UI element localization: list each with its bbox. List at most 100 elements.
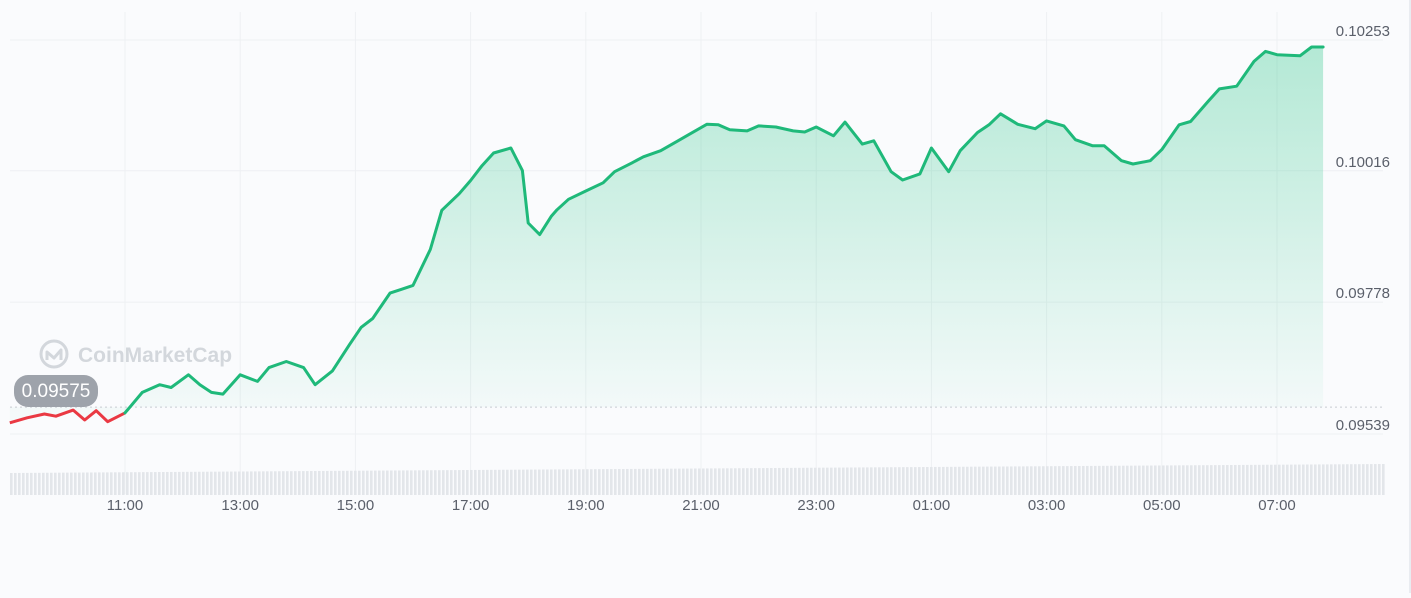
volume-bar (30, 472, 33, 495)
volume-bar (54, 472, 57, 495)
volume-bar (582, 469, 585, 495)
volume-bar (190, 471, 193, 495)
volume-bar (874, 467, 877, 495)
volume-bar (758, 468, 761, 495)
volume-bar (922, 467, 925, 495)
volume-bar (1010, 466, 1013, 495)
volume-bar (638, 468, 641, 495)
current-price-bubble: 0.09575 (14, 375, 98, 407)
volume-bar (1234, 464, 1237, 495)
volume-bar (1290, 464, 1293, 495)
volume-bar (1266, 464, 1269, 495)
volume-bar (810, 467, 813, 495)
volume-bar (1246, 464, 1249, 495)
volume-bar (310, 471, 313, 495)
volume-bar (1306, 464, 1309, 495)
volume-bar (754, 468, 757, 495)
volume-bar (1074, 466, 1077, 495)
volume-bar (158, 472, 161, 495)
volume-bar (498, 469, 501, 495)
volume-bar (978, 466, 981, 495)
volume-bar (782, 467, 785, 495)
price-area-fill (9, 47, 1324, 423)
volume-bar (1342, 464, 1345, 495)
volume-bar (442, 470, 445, 495)
volume-bar (670, 468, 673, 495)
volume-bar (654, 468, 657, 495)
volume-bar (218, 471, 221, 495)
volume-bar (314, 471, 317, 495)
volume-bar (446, 470, 449, 495)
volume-bar (86, 472, 89, 495)
y-tick-label: 0.10253 (1336, 23, 1390, 40)
volume-bar (1218, 465, 1221, 495)
volume-bar (630, 468, 633, 495)
x-tick-label: 07:00 (1258, 497, 1296, 514)
volume-bar (622, 468, 625, 495)
volume-bar (686, 468, 689, 495)
volume-bar (722, 468, 725, 495)
volume-bar (974, 466, 977, 495)
volume-bar (1018, 466, 1021, 495)
volume-bar (770, 468, 773, 495)
volume-bar (1298, 464, 1301, 495)
volume-bar (1226, 465, 1229, 495)
volume-bar (406, 470, 409, 495)
volume-bar (1030, 466, 1033, 495)
x-tick-label: 13:00 (221, 497, 259, 514)
volume-bar (766, 468, 769, 495)
volume-bar (1034, 466, 1037, 495)
volume-bar (390, 470, 393, 495)
volume-bar (142, 472, 145, 495)
volume-bar (942, 466, 945, 495)
volume-bar (1206, 465, 1209, 495)
volume-bar (70, 472, 73, 495)
volume-bar (1082, 465, 1085, 495)
volume-bar (346, 470, 349, 495)
volume-bar (162, 472, 165, 495)
volume-bar (850, 467, 853, 495)
y-tick-label: 0.09778 (1336, 285, 1390, 302)
volume-bar (1254, 464, 1257, 495)
volume-bar (858, 467, 861, 495)
volume-bar (1190, 465, 1193, 495)
y-tick-label: 0.09539 (1336, 417, 1390, 434)
volume-bar (1026, 466, 1029, 495)
volume-bar (402, 470, 405, 495)
volume-bar (614, 469, 617, 495)
volume-bar (130, 472, 133, 495)
volume-bar (50, 472, 53, 495)
volume-bar (846, 467, 849, 495)
volume-bar (1222, 465, 1225, 495)
volume-bar (706, 468, 709, 495)
volume-bar (526, 469, 529, 495)
volume-bar (1294, 464, 1297, 495)
volume-bar (894, 467, 897, 495)
volume-bar (1174, 465, 1177, 495)
volume-bar (1046, 466, 1049, 495)
volume-bar (38, 472, 41, 495)
volume-bar (1170, 465, 1173, 495)
volume-bar (1362, 464, 1365, 495)
volume-bar (710, 468, 713, 495)
volume-bar (306, 471, 309, 495)
volume-bar (462, 470, 465, 495)
volume-bar (658, 468, 661, 495)
volume-bar (778, 467, 781, 495)
volume-bar (14, 472, 17, 495)
volume-bar (1314, 464, 1317, 495)
volume-bar (702, 468, 705, 495)
volume-bar (250, 471, 253, 495)
volume-bar (1326, 464, 1329, 495)
volume-bar (1278, 464, 1281, 495)
volume-bar (482, 469, 485, 495)
volume-bar (870, 467, 873, 495)
volume-bar (746, 468, 749, 495)
volume-bar (530, 469, 533, 495)
volume-bar (414, 470, 417, 495)
volume-bar (962, 466, 965, 495)
volume-bar (682, 468, 685, 495)
volume-bar (1078, 465, 1081, 495)
volume-bar (690, 468, 693, 495)
volume-bar (1310, 464, 1313, 495)
